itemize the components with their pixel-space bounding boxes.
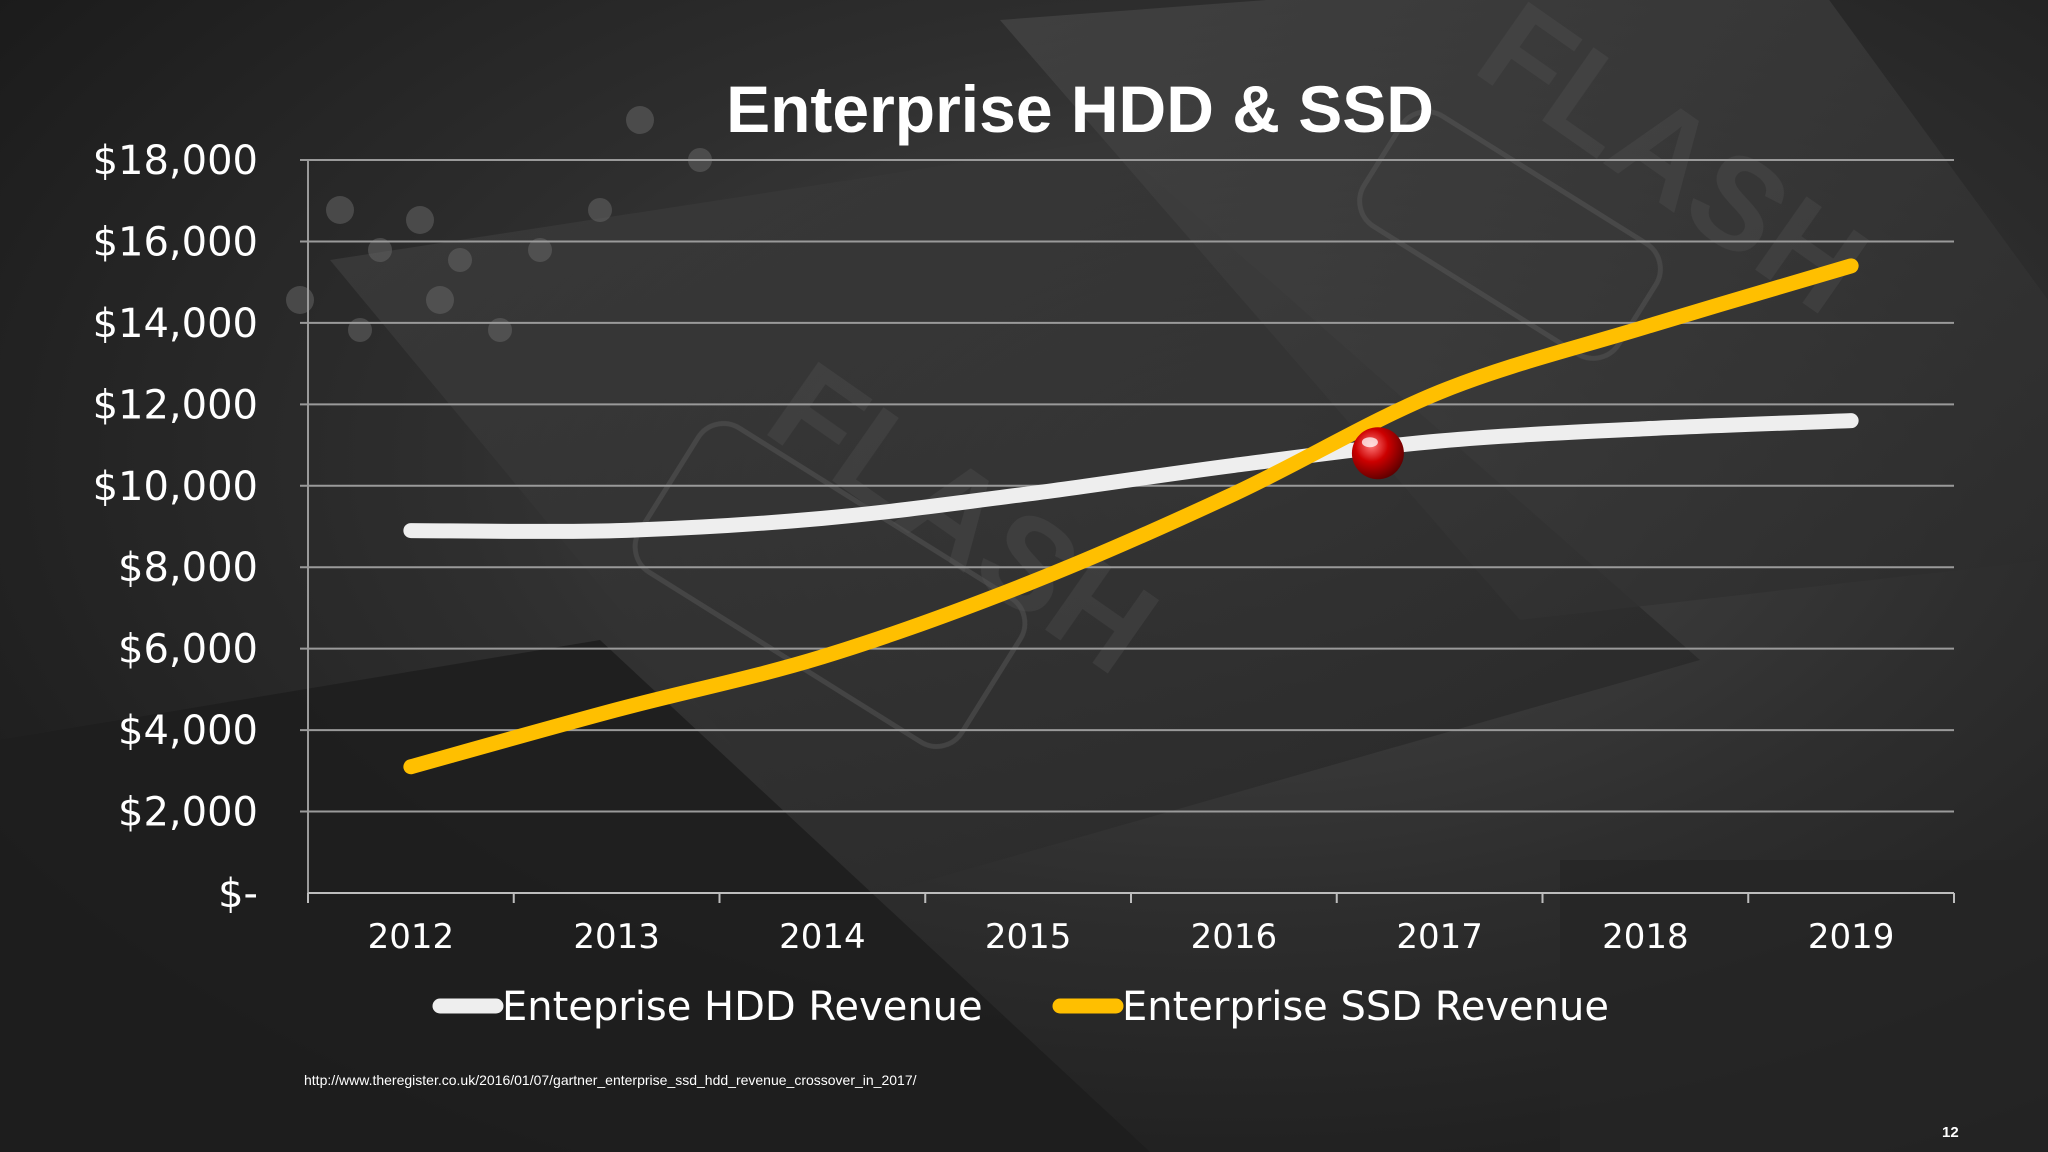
gridlines — [300, 159, 1954, 813]
series-line-ssd — [403, 258, 1859, 775]
x-tick-label: 2016 — [1191, 917, 1278, 957]
x-tick-label: 2017 — [1396, 917, 1483, 957]
series-lines — [403, 258, 1859, 775]
crossover-point — [1351, 427, 1404, 480]
y-tick-label: $14,000 — [93, 301, 258, 347]
y-tick-label: $4,000 — [118, 708, 258, 754]
y-tick-label: $6,000 — [118, 627, 258, 673]
legend-label: Enteprise HDD Revenue — [502, 984, 983, 1030]
x-tick-label: 2012 — [368, 917, 455, 957]
y-tick-label: $- — [218, 871, 258, 917]
legend: Enteprise HDD Revenue Enterprise SSD Reve… — [432, 984, 1609, 1030]
x-tick-label: 2013 — [573, 917, 660, 957]
series-line-hdd — [403, 413, 1859, 539]
y-axis-ticks: $- $2,000 $4,000 $6,000 $8,000 $10,000 $12,000… — [93, 138, 258, 917]
y-tick-label: $10,000 — [93, 464, 258, 510]
source-url: http://www.theregister.co.uk/2016/01/07/… — [304, 1072, 917, 1088]
x-tick-label: 2014 — [779, 917, 866, 957]
y-tick-label: $2,000 — [118, 790, 258, 836]
legend-label: Enterprise SSD Revenue — [1122, 984, 1609, 1030]
chart-title: Enterprise HDD & SSD — [726, 72, 1434, 146]
axes — [307, 160, 1955, 903]
x-tick-label: 2019 — [1808, 917, 1895, 957]
crossover-highlight — [1361, 437, 1378, 448]
x-axis-ticks: 2012 2013 2014 2015 2016 2017 2018 2019 — [368, 917, 1895, 957]
y-tick-label: $18,000 — [93, 138, 258, 184]
x-tick-label: 2015 — [985, 917, 1072, 957]
y-tick-label: $16,000 — [93, 219, 258, 265]
y-tick-label: $12,000 — [93, 382, 258, 428]
crossover-marker — [1351, 427, 1404, 480]
x-tick-label: 2018 — [1602, 917, 1689, 957]
page-number: 12 — [1942, 1124, 1959, 1141]
y-tick-label: $8,000 — [118, 545, 258, 591]
